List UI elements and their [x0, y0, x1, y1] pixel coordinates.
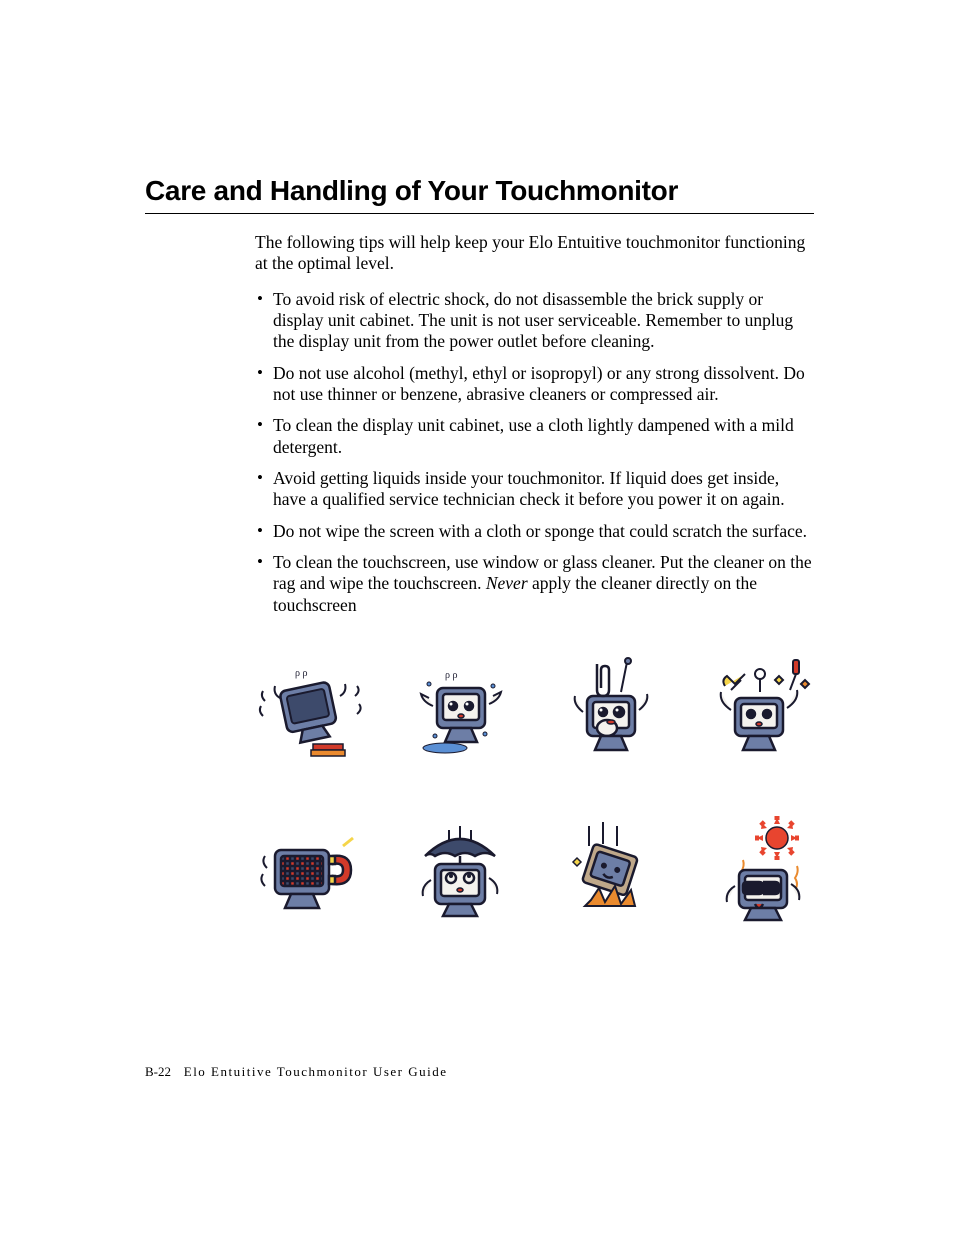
- illus-water-splash: ρ ρ: [405, 656, 515, 766]
- page-number: B-22: [145, 1064, 171, 1079]
- list-item: Do not wipe the screen with a cloth or s…: [255, 521, 814, 542]
- illus-shake: ρ ρ: [255, 656, 365, 766]
- list-item: To clean the touchscreen, use window or …: [255, 552, 814, 616]
- page-heading: Care and Handling of Your Touchmonitor: [145, 175, 814, 207]
- illus-sun-heat: [705, 816, 815, 926]
- illustration-row: [255, 816, 815, 926]
- list-item: Avoid getting liquids inside your touchm…: [255, 468, 814, 511]
- body-content: The following tips will help keep your E…: [255, 232, 814, 926]
- svg-text:ρ ρ: ρ ρ: [445, 670, 457, 681]
- page-footer: B-22 Elo Entuitive Touchmonitor User Gui…: [145, 1064, 448, 1080]
- intro-paragraph: The following tips will help keep your E…: [255, 232, 814, 275]
- footer-title: Elo Entuitive Touchmonitor User Guide: [184, 1064, 448, 1079]
- list-item: To clean the display unit cabinet, use a…: [255, 415, 814, 458]
- illustrations-block: ρ ρ: [255, 656, 814, 926]
- bullet-list: To avoid risk of electric shock, do not …: [255, 289, 814, 616]
- illus-box-drop: [555, 816, 665, 926]
- illus-umbrella-drop: [405, 816, 515, 926]
- illus-magnet: [255, 816, 365, 926]
- illus-tools: [705, 656, 815, 766]
- heading-rule: [145, 213, 814, 214]
- list-item: To avoid risk of electric shock, do not …: [255, 289, 814, 353]
- illus-clip-pin: [555, 656, 665, 766]
- illustration-row: ρ ρ: [255, 656, 815, 766]
- list-item: Do not use alcohol (methyl, ethyl or iso…: [255, 363, 814, 406]
- svg-text:ρ ρ: ρ ρ: [295, 668, 307, 679]
